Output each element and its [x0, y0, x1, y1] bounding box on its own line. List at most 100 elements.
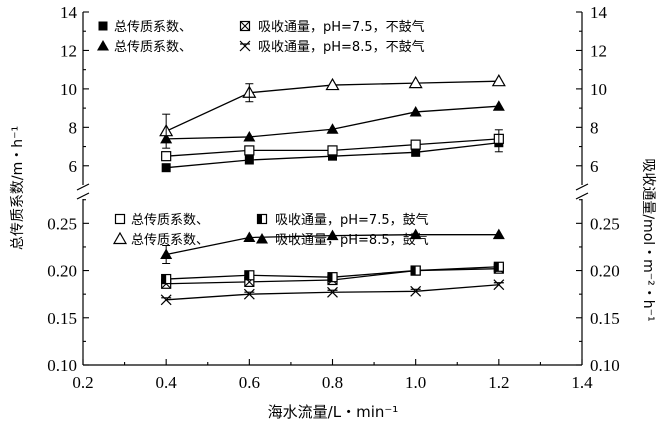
- legend-label: 吸收通量，pH=7.5，鼓气: [275, 212, 429, 228]
- marker-filled-triangle: [409, 228, 422, 240]
- right-axis-break-a: [575, 183, 589, 191]
- marker-double-x: [243, 288, 255, 300]
- marker-shape: [408, 75, 423, 89]
- error-bar: [162, 245, 171, 264]
- marker-filled-square: [328, 151, 337, 161]
- y-tick-label-left: 6: [69, 157, 78, 176]
- marker-half-square: [493, 261, 504, 272]
- y-tick-label-right: 6: [590, 157, 599, 176]
- x-tick-label: 0.6: [239, 373, 260, 392]
- marker-filled-triangle: [492, 100, 505, 111]
- marker-shape: [161, 151, 172, 162]
- marker-fill: [494, 262, 499, 272]
- marker-open-square: [410, 139, 421, 150]
- marker-filled-triangle: [409, 105, 422, 117]
- marker-shape: [256, 233, 268, 244]
- marker-double-x: [239, 40, 251, 52]
- lower-series-3: [161, 261, 504, 285]
- legend-label: 总传质系数、: [131, 213, 209, 228]
- lower-series-1: [160, 279, 505, 306]
- marker-fill: [244, 270, 250, 280]
- y-tick-label-left: 8: [69, 118, 78, 137]
- marker-shape: [409, 105, 422, 117]
- marker-shape: [492, 228, 505, 240]
- marker-shape: [243, 231, 256, 242]
- marker-filled-triangle: [326, 123, 339, 134]
- marker-half-square: [256, 213, 268, 225]
- axes: [76, 12, 589, 366]
- y-tick-label-right: 14: [590, 3, 608, 22]
- marker-shape: [244, 145, 255, 156]
- marker-shape: [239, 40, 251, 52]
- marker-half-square: [410, 265, 421, 276]
- marker-shape: [328, 151, 337, 161]
- marker-filled-square: [161, 163, 171, 173]
- y-right-axis-label: 吸收通量/mol・m⁻²・h⁻¹: [640, 158, 656, 321]
- y-left-axis-label: 总传质系数/m・h⁻¹: [10, 126, 26, 250]
- marker-shape: [410, 285, 422, 297]
- marker-open-triangle: [491, 73, 506, 87]
- marker-filled-triangle: [326, 229, 339, 241]
- x-tick-label: 1.2: [488, 373, 509, 392]
- marker-shape: [160, 294, 172, 306]
- marker-shape: [493, 279, 505, 291]
- y-tick-label-right: 12: [590, 41, 607, 60]
- x-axis-label: 海水流量/L・min⁻¹: [268, 403, 399, 421]
- marker-fill: [161, 274, 167, 284]
- marker-shape: [98, 21, 108, 31]
- marker-shape: [492, 100, 505, 111]
- series-line: [166, 105, 499, 140]
- axis-labels: 海水流量/L・min⁻¹ 总传质系数/m・h⁻¹ 吸收通量/mol・m⁻²・h⁻¹: [10, 126, 656, 421]
- marker-filled-triangle: [492, 228, 505, 240]
- legend-label: 吸收通量，pH=8.5，鼓气: [275, 232, 429, 248]
- marker-shape: [161, 163, 171, 173]
- marker-open-triangle: [112, 231, 128, 245]
- marker-open-triangle: [325, 77, 340, 91]
- legend-label: 总传质系数、: [131, 233, 209, 248]
- marker-boxed-x: [239, 20, 251, 32]
- marker-double-x: [493, 279, 505, 291]
- series-group: [159, 73, 506, 306]
- y-tick-label-left: 0.15: [47, 309, 77, 328]
- x-tick-label: 0.8: [322, 373, 343, 392]
- marker-filled-square: [98, 21, 108, 31]
- marker-shape: [243, 288, 255, 300]
- y-tick-label-right: 10: [590, 80, 607, 99]
- marker-double-x: [160, 294, 172, 306]
- marker-double-x: [327, 286, 338, 298]
- marker-double-x: [410, 285, 422, 297]
- y-tick-label-right: 0.20: [590, 262, 620, 281]
- marker-shape: [409, 228, 422, 240]
- legend-label: 总传质系数、: [114, 20, 192, 35]
- marker-open-triangle: [408, 75, 423, 89]
- error-bar: [494, 129, 503, 153]
- marker-shape: [327, 286, 338, 298]
- marker-shape: [114, 213, 126, 225]
- marker-shape: [243, 130, 256, 142]
- marker-shape: [410, 139, 421, 150]
- y-tick-label-left: 0.20: [47, 262, 77, 281]
- marker-cross: [240, 21, 250, 31]
- marker-open-square: [327, 145, 338, 156]
- y-tick-label-right: 0.25: [590, 214, 620, 233]
- marker-shape: [244, 155, 254, 165]
- marker-shape: [112, 231, 128, 245]
- y-tick-label-left: 0.25: [47, 214, 77, 233]
- marker-filled-triangle: [97, 40, 109, 51]
- marker-half-square: [161, 273, 172, 285]
- marker-filled-triangle: [256, 233, 268, 244]
- legend-label: 吸收通量，pH=7.5，不鼓气: [258, 19, 425, 35]
- y-tick-label-left: 12: [60, 41, 77, 60]
- y-tick-label-left: 0.10: [47, 356, 77, 375]
- x-tick-label: 0.2: [72, 373, 93, 392]
- marker-shape: [97, 40, 109, 51]
- marker-shape: [491, 73, 506, 87]
- upper-series-3: [160, 100, 505, 144]
- x-tick-label: 1.0: [405, 373, 426, 392]
- marker-half-square: [327, 272, 338, 283]
- marker-filled-triangle: [243, 130, 256, 142]
- legend-label: 总传质系数、: [114, 40, 192, 55]
